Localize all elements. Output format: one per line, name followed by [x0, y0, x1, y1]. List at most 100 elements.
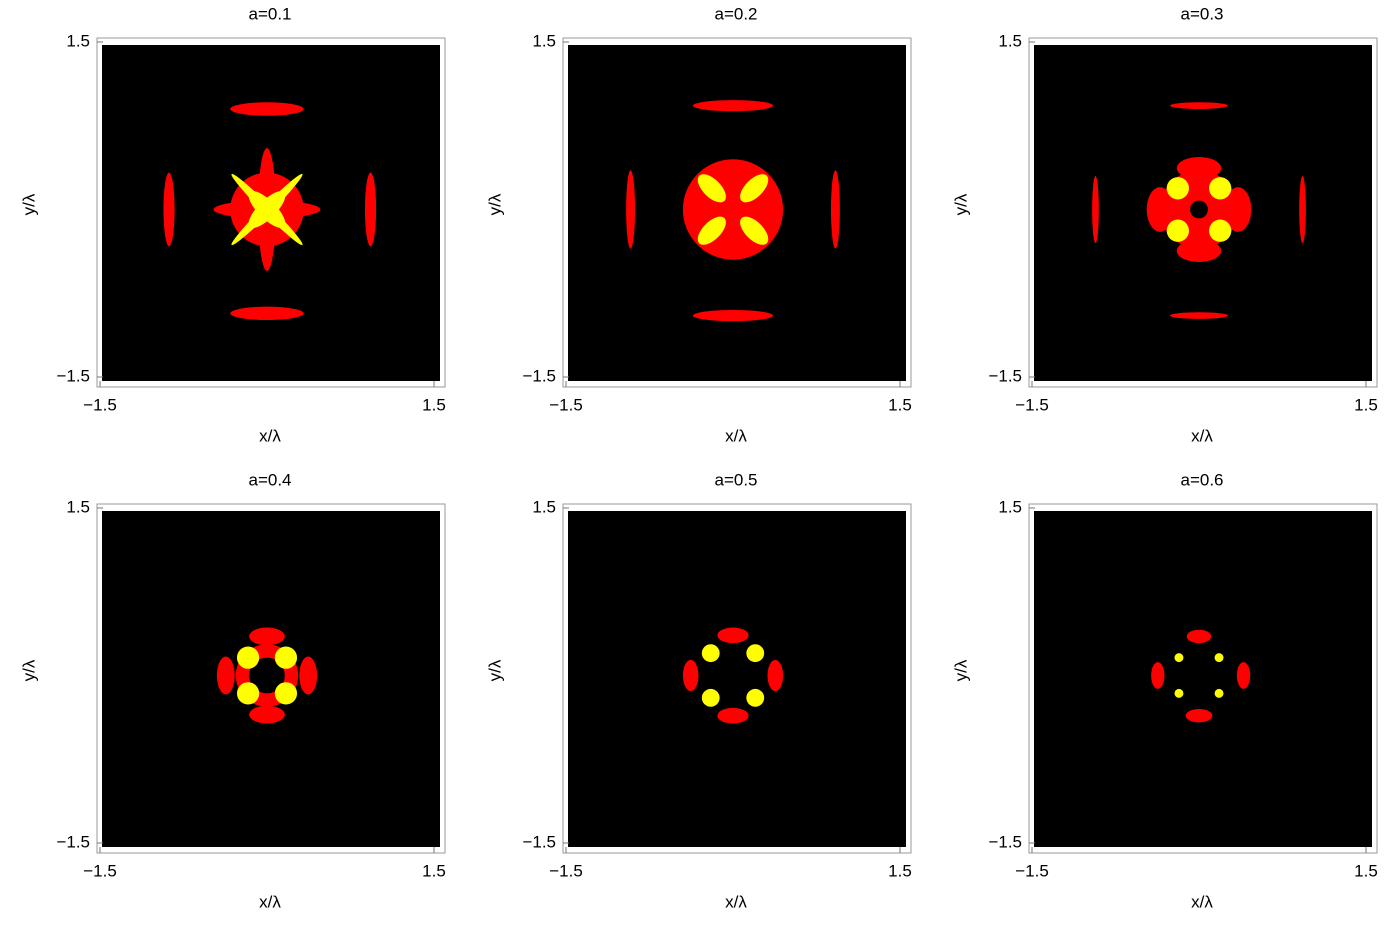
region — [1209, 177, 1232, 200]
region — [1176, 239, 1222, 262]
region — [236, 682, 260, 705]
x-tick-label: 1.5 — [422, 861, 446, 880]
region — [692, 100, 774, 112]
region — [1146, 187, 1174, 232]
x-tick-label: −1.5 — [549, 861, 583, 880]
region — [1166, 219, 1189, 242]
x-tick-label: −1.5 — [83, 861, 117, 880]
region — [1186, 629, 1212, 644]
region — [1176, 157, 1222, 180]
region — [682, 659, 699, 692]
x-axis-label: x/λ — [1191, 426, 1213, 445]
y-axis-label: y/λ — [485, 193, 504, 215]
region — [1170, 312, 1228, 319]
y-axis-label: y/λ — [951, 659, 970, 681]
region — [1236, 662, 1251, 689]
y-tick-label: −1.5 — [988, 832, 1022, 851]
chart-title: a=0.6 — [1180, 470, 1223, 489]
region — [830, 170, 840, 249]
region — [248, 191, 286, 228]
region — [1174, 688, 1184, 698]
region — [767, 659, 784, 692]
y-tick-label: −1.5 — [56, 832, 90, 851]
region — [1174, 653, 1184, 663]
y-tick-label: −1.5 — [522, 832, 556, 851]
region — [249, 657, 285, 694]
region — [717, 627, 749, 644]
region — [1214, 653, 1224, 663]
plot-frame — [562, 37, 912, 388]
region — [1224, 187, 1252, 232]
x-tick-label: −1.5 — [1015, 861, 1049, 880]
region — [1299, 176, 1306, 243]
region — [1209, 219, 1232, 242]
x-tick-label: 1.5 — [1354, 861, 1378, 880]
y-tick-label: 1.5 — [998, 31, 1022, 50]
x-axis-label: x/λ — [259, 426, 281, 445]
plot-frame — [1028, 37, 1378, 388]
region — [1185, 709, 1213, 723]
y-axis-label: y/λ — [19, 659, 38, 681]
x-tick-label: −1.5 — [83, 395, 117, 414]
y-tick-label: 1.5 — [66, 497, 90, 516]
y-tick-label: 1.5 — [998, 497, 1022, 516]
x-tick-label: 1.5 — [422, 395, 446, 414]
region — [249, 627, 285, 646]
region — [740, 216, 769, 245]
y-tick-label: −1.5 — [988, 366, 1022, 385]
y-axis-label: y/λ — [485, 659, 504, 681]
x-tick-label: 1.5 — [888, 861, 912, 880]
region — [746, 644, 765, 663]
y-axis-label: y/λ — [19, 193, 38, 215]
region — [682, 159, 784, 260]
chart-title: a=0.2 — [714, 4, 757, 23]
chart-title: a=0.4 — [248, 470, 291, 489]
region — [626, 170, 636, 249]
region — [274, 646, 298, 669]
x-tick-label: −1.5 — [549, 395, 583, 414]
region — [1190, 200, 1208, 219]
region — [697, 174, 726, 203]
x-axis-label: x/λ — [725, 892, 747, 911]
y-tick-label: −1.5 — [56, 366, 90, 385]
region — [274, 682, 298, 705]
x-axis-label: x/λ — [725, 426, 747, 445]
y-tick-label: 1.5 — [66, 31, 90, 50]
region — [1166, 177, 1189, 200]
plot-frame — [1028, 503, 1378, 854]
region — [1170, 102, 1228, 109]
x-axis-label: x/λ — [1191, 892, 1213, 911]
y-tick-label: 1.5 — [532, 31, 556, 50]
x-tick-label: 1.5 — [1354, 395, 1378, 414]
region — [701, 688, 720, 707]
y-tick-label: 1.5 — [532, 497, 556, 516]
region — [740, 174, 769, 203]
region — [746, 688, 765, 707]
plot-background — [568, 511, 906, 847]
y-axis-label: y/λ — [951, 193, 970, 215]
chart-title: a=0.1 — [248, 4, 291, 23]
region — [299, 656, 318, 695]
y-tick-label: −1.5 — [522, 366, 556, 385]
region — [364, 172, 377, 247]
region — [697, 216, 726, 245]
region — [163, 172, 175, 247]
region — [717, 707, 749, 724]
region — [1151, 662, 1165, 689]
region — [230, 306, 304, 321]
region — [216, 656, 235, 695]
chart-title: a=0.3 — [1180, 4, 1223, 23]
region — [692, 310, 774, 322]
region — [236, 646, 260, 669]
region — [1092, 176, 1099, 243]
region — [230, 102, 304, 116]
plot-background — [1034, 511, 1372, 847]
x-tick-label: −1.5 — [1015, 395, 1049, 414]
plot-frame — [96, 37, 446, 388]
plot-frame — [96, 503, 446, 854]
region — [249, 705, 285, 724]
chart-title: a=0.5 — [714, 470, 757, 489]
region — [701, 644, 720, 663]
x-axis-label: x/λ — [259, 892, 281, 911]
plot-frame — [562, 503, 912, 854]
